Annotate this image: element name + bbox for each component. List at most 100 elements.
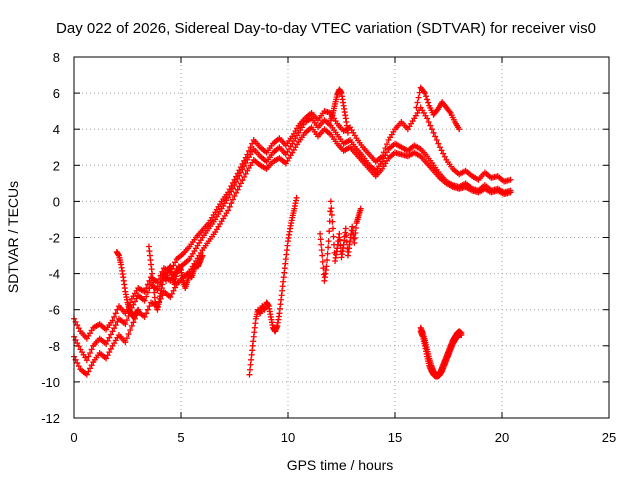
- series-track-g: [317, 198, 364, 284]
- data-point: [435, 140, 442, 147]
- data-point: [167, 294, 174, 301]
- data-point: [319, 252, 326, 259]
- data-point: [383, 141, 390, 148]
- y-tick-label: 2: [53, 158, 60, 173]
- x-axis-label: GPS time / hours: [287, 457, 394, 473]
- data-point: [233, 189, 240, 196]
- data-point: [421, 90, 428, 97]
- data-point: [156, 276, 163, 283]
- series-track-e: [145, 243, 206, 313]
- data-point: [130, 319, 137, 326]
- data-point: [231, 176, 238, 183]
- data-point: [87, 365, 94, 372]
- data-point: [141, 313, 148, 320]
- data-point: [329, 225, 336, 232]
- data-point: [241, 174, 248, 181]
- data-point: [112, 322, 119, 329]
- data-point: [122, 321, 129, 328]
- data-point: [170, 287, 177, 294]
- data-point: [336, 230, 343, 237]
- data-point: [85, 353, 92, 360]
- data-point: [109, 317, 116, 324]
- data-point: [225, 189, 232, 196]
- data-point: [143, 285, 150, 292]
- series-track-i: [417, 324, 465, 378]
- data-point: [74, 322, 81, 329]
- data-point: [438, 147, 445, 154]
- data-point: [413, 104, 420, 111]
- data-point: [104, 337, 111, 344]
- data-point: [325, 244, 332, 251]
- series-track-k: [327, 86, 351, 136]
- data-point: [131, 298, 138, 305]
- x-tick-label: 5: [177, 430, 184, 445]
- data-point: [336, 236, 343, 243]
- data-point: [357, 205, 364, 212]
- data-point: [244, 151, 251, 158]
- data-point: [328, 211, 335, 218]
- x-tick-label: 0: [70, 430, 77, 445]
- data-point: [425, 118, 432, 125]
- data-point: [382, 145, 389, 152]
- data-point: [343, 239, 350, 246]
- data-point: [330, 233, 337, 240]
- data-point: [458, 330, 465, 337]
- data-point: [234, 170, 241, 177]
- data-point: [75, 343, 82, 350]
- y-tick-label: 4: [53, 122, 60, 137]
- y-tick-label: -10: [41, 375, 60, 390]
- data-point: [107, 331, 114, 338]
- data-point: [122, 339, 129, 346]
- data-point: [423, 93, 430, 100]
- data-point: [324, 257, 331, 264]
- data-point: [319, 258, 326, 265]
- data-point: [382, 152, 389, 159]
- data-point: [106, 334, 113, 341]
- data-point: [225, 194, 232, 201]
- data-point: [168, 290, 175, 297]
- data-point: [242, 170, 249, 177]
- data-point: [226, 186, 233, 193]
- data-point: [199, 252, 206, 259]
- data-point: [74, 359, 81, 366]
- series-track-f: [246, 194, 300, 378]
- x-tick-label: 20: [495, 430, 509, 445]
- data-point: [144, 306, 151, 313]
- data-point: [154, 286, 161, 293]
- data-point: [441, 153, 448, 160]
- data-point: [432, 133, 439, 140]
- data-point: [226, 203, 233, 210]
- data-point: [239, 160, 246, 167]
- data-point: [135, 306, 142, 313]
- data-point: [323, 263, 330, 270]
- data-point: [141, 288, 148, 295]
- data-point: [146, 277, 153, 284]
- data-point: [424, 96, 431, 103]
- data-point: [317, 230, 324, 237]
- series-track-d: [113, 248, 142, 320]
- data-point: [380, 149, 387, 156]
- data-point: [128, 322, 135, 329]
- data-point: [74, 340, 81, 347]
- data-point: [242, 154, 249, 161]
- data-point: [229, 179, 236, 186]
- data-point: [293, 194, 300, 201]
- y-tick-label: -8: [48, 339, 60, 354]
- y-tick-label: -2: [48, 231, 60, 246]
- data-point: [326, 228, 333, 235]
- data-point: [247, 144, 254, 151]
- y-tick-label: -4: [48, 267, 60, 282]
- data-point: [123, 335, 130, 342]
- chart-title: Day 022 of 2026, Sidereal Day-to-day VTE…: [56, 20, 596, 37]
- data-point: [106, 349, 113, 356]
- data-point: [130, 301, 137, 308]
- y-tick-label: -12: [41, 411, 60, 426]
- series-track-c: [71, 124, 514, 378]
- data-points: [71, 84, 514, 380]
- data-point: [344, 129, 351, 136]
- data-point: [88, 362, 95, 369]
- data-point: [342, 225, 349, 232]
- data-point: [327, 198, 334, 205]
- data-point: [456, 126, 463, 133]
